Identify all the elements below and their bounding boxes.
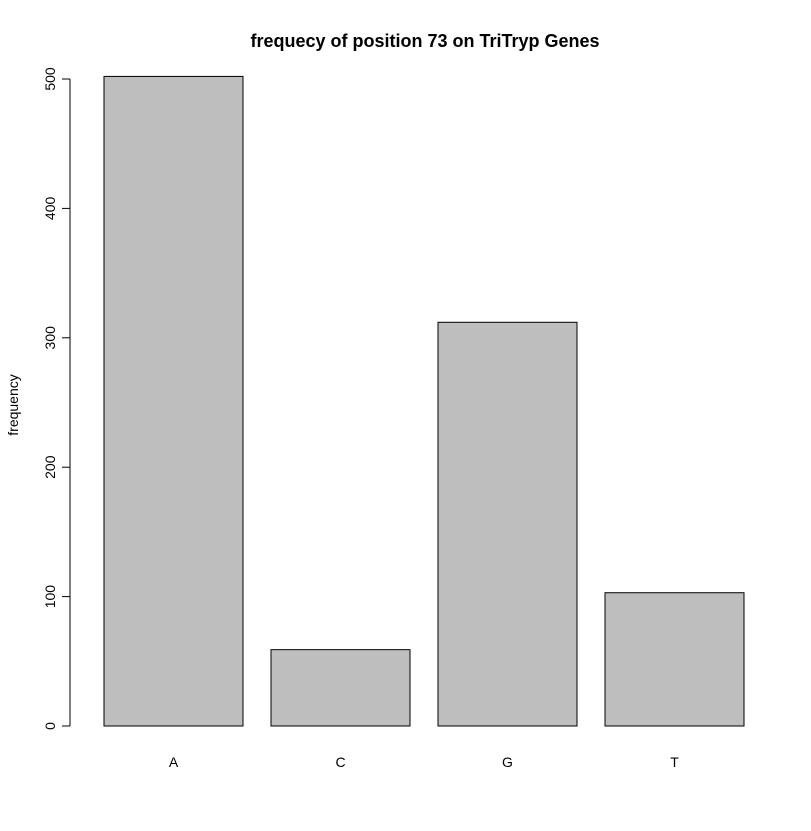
y-axis: 0 100 200 300 400 500 (42, 67, 71, 730)
y-tick-label: 200 (42, 455, 58, 479)
bar-C (270, 649, 411, 727)
y-tick-label: 0 (42, 722, 58, 730)
bar-G (437, 321, 578, 727)
y-tick-label: 300 (42, 326, 58, 350)
y-tick-label: 100 (42, 585, 58, 609)
x-tick-label: T (670, 754, 679, 770)
bars-group (103, 75, 745, 727)
x-tick-label: A (169, 754, 179, 770)
x-tick-label: G (502, 754, 513, 770)
x-tick-label: C (335, 754, 345, 770)
bar-T (604, 592, 745, 727)
bar-A (103, 75, 244, 727)
y-tick-label: 500 (42, 67, 58, 91)
y-tick-label: 400 (42, 197, 58, 221)
y-axis-label: frequency (5, 374, 21, 435)
chart-title: frequecy of position 73 on TriTryp Genes (250, 31, 599, 51)
